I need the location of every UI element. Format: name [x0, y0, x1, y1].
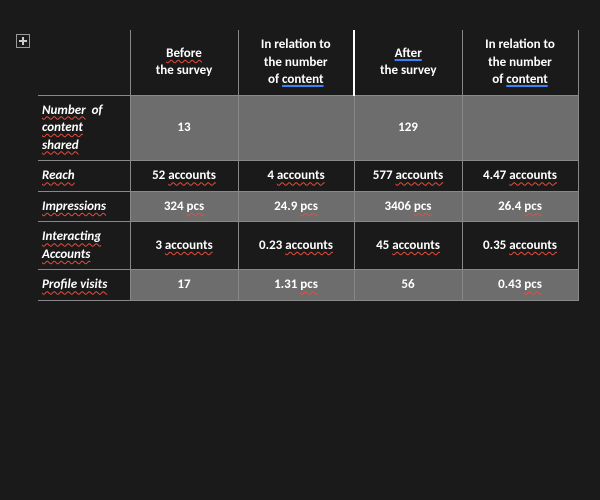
cell: 324 pcs [130, 191, 238, 222]
header-text: the number [243, 54, 350, 72]
header-text: the survey [359, 62, 458, 80]
header-text: After [359, 45, 458, 63]
header-text: In relation to [467, 36, 574, 54]
table-row: Number of content shared 13 129 [38, 95, 578, 161]
cell: 24.9 pcs [238, 191, 354, 222]
move-handle-icon[interactable] [16, 34, 30, 48]
cell: 17 [130, 270, 238, 301]
row-label-content-shared: Number of content shared [38, 95, 130, 161]
header-text: In relation to [243, 36, 350, 54]
row-label-reach: Reach [38, 161, 130, 192]
header-relation-after: In relation to the number of content [462, 30, 578, 95]
table-row: Interacting Accounts 3 accounts 0.23 acc… [38, 222, 578, 270]
header-after: After the survey [354, 30, 462, 95]
row-label-profile-visits: Profile visits [38, 270, 130, 301]
table-row: Reach 52 accounts 4 accounts 577 account… [38, 161, 578, 192]
header-text: of content [243, 71, 350, 89]
cell: 13 [130, 95, 238, 161]
table-row: Profile visits 17 1.31 pcs 56 0.43 pcs [38, 270, 578, 301]
header-before: Before the survey [130, 30, 238, 95]
survey-table: Before the survey In relation to the num… [38, 30, 579, 301]
cell [462, 95, 578, 161]
cell: 129 [354, 95, 462, 161]
cell [238, 95, 354, 161]
cell: 0.35 accounts [462, 222, 578, 270]
table-header-row: Before the survey In relation to the num… [38, 30, 578, 95]
table-row: Impressions 324 pcs 24.9 pcs 3406 pcs 26… [38, 191, 578, 222]
cell: 52 accounts [130, 161, 238, 192]
cell: 3406 pcs [354, 191, 462, 222]
cell: 26.4 pcs [462, 191, 578, 222]
header-text: the survey [135, 62, 234, 80]
header-text: Before [135, 45, 234, 63]
header-text: the number [467, 54, 574, 72]
cell: 0.23 accounts [238, 222, 354, 270]
cell: 0.43 pcs [462, 270, 578, 301]
cell: 4.47 accounts [462, 161, 578, 192]
cell: 45 accounts [354, 222, 462, 270]
cell: 1.31 pcs [238, 270, 354, 301]
header-corner [38, 30, 130, 95]
row-label-impressions: Impressions [38, 191, 130, 222]
row-label-interacting: Interacting Accounts [38, 222, 130, 270]
cell: 4 accounts [238, 161, 354, 192]
header-text: of content [467, 71, 574, 89]
cell: 3 accounts [130, 222, 238, 270]
header-relation-before: In relation to the number of content [238, 30, 354, 95]
cell: 56 [354, 270, 462, 301]
cell: 577 accounts [354, 161, 462, 192]
